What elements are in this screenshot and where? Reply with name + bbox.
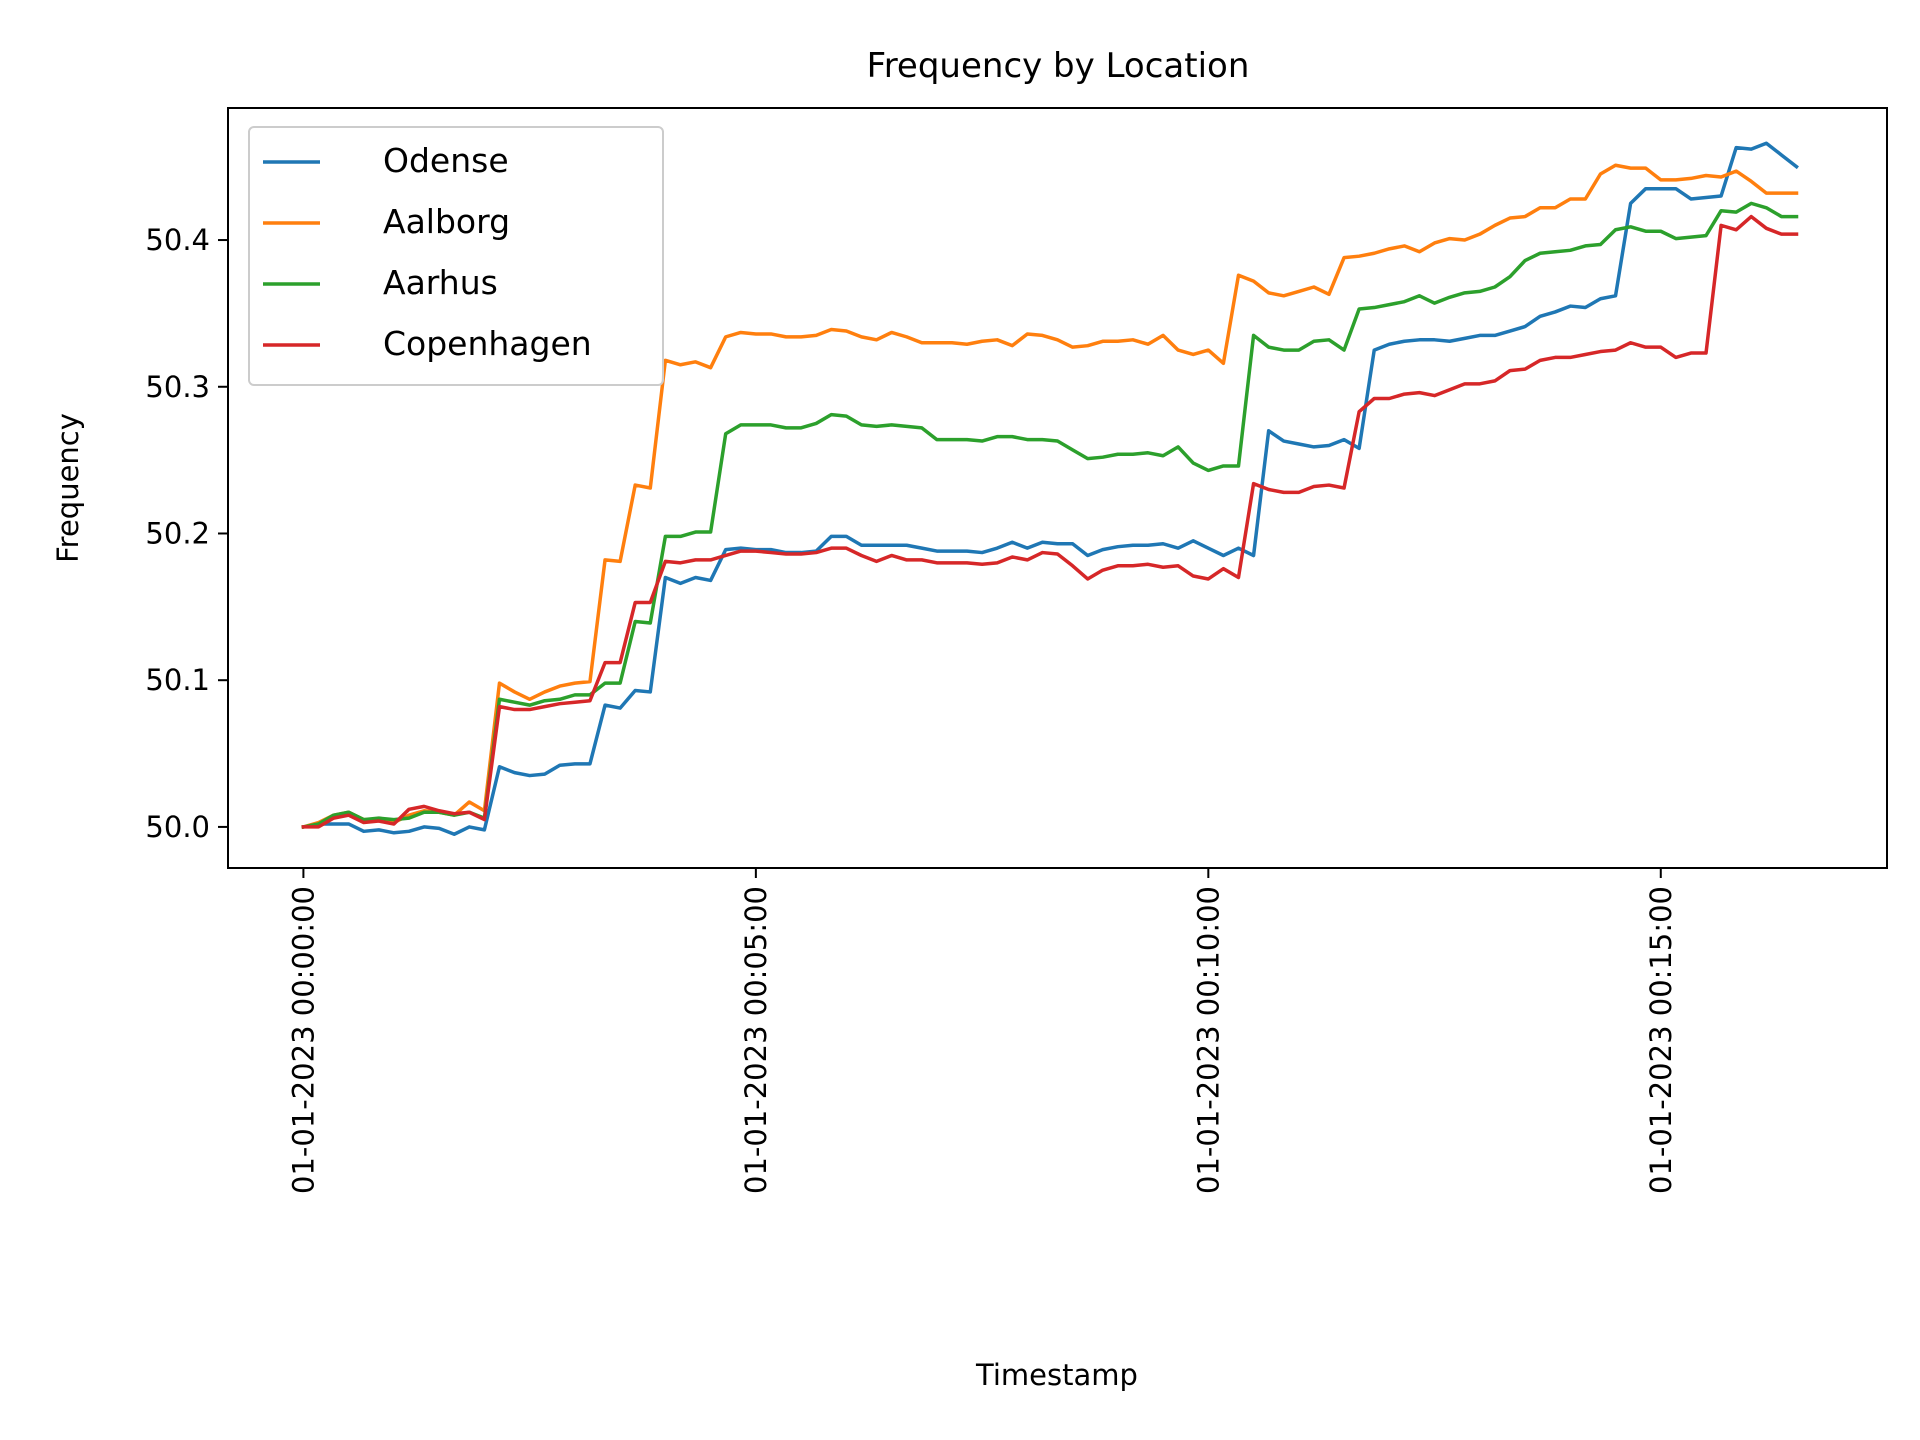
x-axis: 01-01-2023 00:00:00 01-01-2023 00:05:00 01… (286, 868, 1678, 1194)
plot-area-frame (227, 107, 1888, 869)
series-line-copenhagen (301, 214, 1799, 829)
chart-title: Frequency by Location (867, 46, 1250, 86)
series-line-aalborg (301, 163, 1799, 830)
y-tick-label: 50.1 (145, 663, 210, 697)
series-group (301, 141, 1799, 836)
x-tick-label: 01-01-2023 00:05:00 (739, 886, 773, 1194)
y-tick-label: 50.3 (145, 370, 210, 404)
x-tick-label: 01-01-2023 00:15:00 (1644, 886, 1678, 1194)
legend-label-aarhus: Aarhus (383, 263, 498, 302)
y-tick-label: 50.2 (145, 516, 210, 550)
y-axis-label: Frequency (51, 413, 85, 563)
legend-label-aalborg: Aalborg (383, 202, 510, 241)
x-tick-label: 01-01-2023 00:10:00 (1191, 886, 1225, 1194)
x-tick-label: 01-01-2023 00:00:00 (286, 886, 320, 1194)
y-axis: 50.0 50.1 50.2 50.3 50.4 (145, 223, 228, 844)
legend: Odense Aalborg Aarhus Copenhagen (248, 126, 664, 386)
series-line-odense (301, 141, 1799, 836)
y-tick-label: 50.4 (145, 223, 210, 257)
y-tick-label: 50.0 (145, 810, 210, 844)
legend-box (248, 126, 664, 386)
series-line-aarhus (301, 201, 1799, 829)
legend-label-odense: Odense (383, 141, 509, 180)
legend-label-copenhagen: Copenhagen (383, 324, 592, 363)
x-axis-label: Timestamp (975, 1358, 1138, 1392)
